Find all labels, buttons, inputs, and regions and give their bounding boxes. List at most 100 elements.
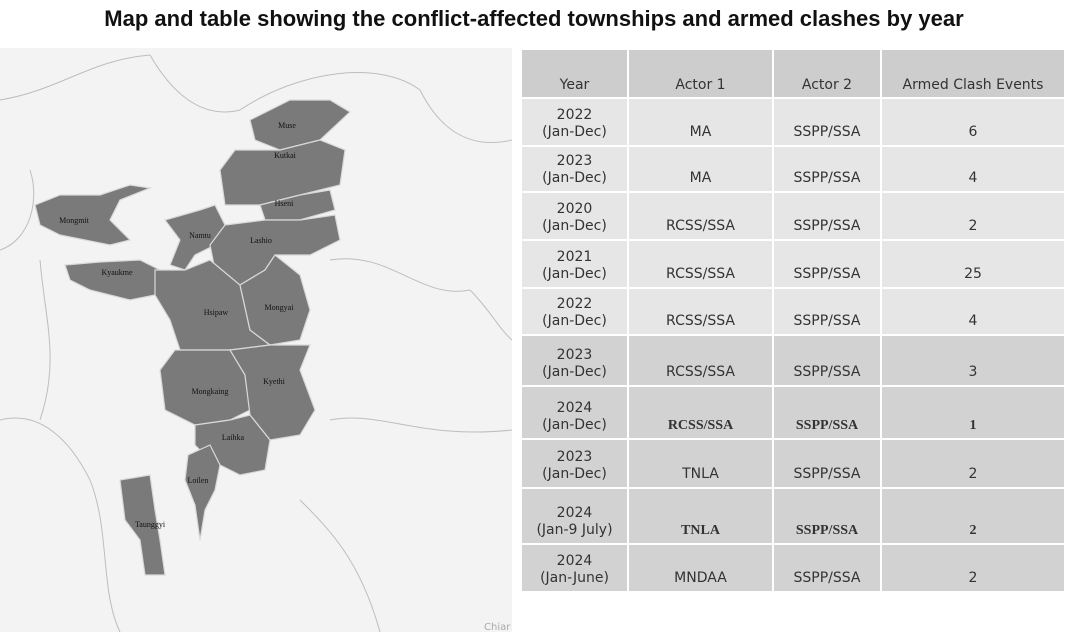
year-cell: 2023 (Jan-Dec) <box>520 334 629 387</box>
table-row: 2023 (Jan-Dec) TNLA SSPP/SSA 2 <box>520 438 1066 489</box>
period: (Jan-Dec) <box>542 170 607 186</box>
period: (Jan-Dec) <box>542 417 607 433</box>
table-body: 2022 (Jan-Dec) MA SSPP/SSA 6 2023 (Jan-Dec) MA S… <box>520 97 1066 593</box>
map-boundaries <box>0 54 512 632</box>
year-cell: 2024 (Jan-June) <box>520 543 629 593</box>
table-row: 2024 (Jan-9 July) TNLA SSPP/SSA 2 <box>520 487 1066 545</box>
year-cell: 2023 (Jan-Dec) <box>520 438 629 489</box>
period: (Jan-Dec) <box>542 218 607 234</box>
actor1-cell: TNLA <box>627 487 774 545</box>
period: (Jan-Dec) <box>542 266 607 282</box>
map-attribution: Chiar <box>484 622 511 632</box>
year: 2020 <box>556 201 593 217</box>
period: (Jan-9 July) <box>536 522 613 538</box>
township-label: Hsipaw <box>204 308 229 317</box>
year-cell: 2020 (Jan-Dec) <box>520 191 629 241</box>
table-row: 2022 (Jan-Dec) RCSS/SSA SSPP/SSA 4 <box>520 287 1066 336</box>
header-row: Year Actor 1 Actor 2 Armed Clash Events <box>520 48 1066 99</box>
actor2-cell: SSPP/SSA <box>772 438 882 489</box>
township <box>163 204 226 271</box>
period: (Jan-Dec) <box>542 364 607 380</box>
events-cell: 4 <box>880 145 1066 193</box>
table-row: 2020 (Jan-Dec) RCSS/SSA SSPP/SSA 2 <box>520 191 1066 241</box>
township-label: Kyaukme <box>101 268 133 277</box>
table-row: 2023 (Jan-Dec) MA SSPP/SSA 4 <box>520 145 1066 193</box>
township <box>119 474 166 576</box>
events-cell: 2 <box>880 543 1066 593</box>
year: 2022 <box>556 296 593 312</box>
year: 2023 <box>556 347 593 363</box>
table-row: 2021 (Jan-Dec) RCSS/SSA SSPP/SSA 25 <box>520 239 1066 289</box>
actor2-cell: SSPP/SSA <box>772 487 882 545</box>
actor1-cell: MNDAA <box>627 543 774 593</box>
year-cell: 2022 (Jan-Dec) <box>520 287 629 336</box>
header-cell: Armed Clash Events <box>880 48 1066 99</box>
township-label: Laihka <box>222 433 245 442</box>
actor1-cell: RCSS/SSA <box>627 334 774 387</box>
actor1-cell: MA <box>627 145 774 193</box>
actor1-cell: TNLA <box>627 438 774 489</box>
township-label: Lashio <box>250 236 272 245</box>
actor2-cell: SSPP/SSA <box>772 385 882 440</box>
actor1-cell: RCSS/SSA <box>627 287 774 336</box>
township-label: Loilen <box>188 476 209 485</box>
period: (Jan-June) <box>540 570 609 586</box>
township-label: Kyethi <box>263 377 286 386</box>
events-cell: 3 <box>880 334 1066 387</box>
actor2-cell: SSPP/SSA <box>772 543 882 593</box>
township <box>184 444 221 541</box>
header-cell: Year <box>520 48 629 99</box>
year: 2024 <box>556 553 593 569</box>
township-label: Mongmit <box>59 216 90 225</box>
clash-table: Year Actor 1 Actor 2 Armed Clash Events 202… <box>520 48 1066 593</box>
events-cell: 2 <box>880 191 1066 241</box>
actor2-cell: SSPP/SSA <box>772 191 882 241</box>
township <box>219 139 346 206</box>
year-cell: 2021 (Jan-Dec) <box>520 239 629 289</box>
township-label: Kutkai <box>274 151 297 160</box>
township-label: Hseni <box>275 199 294 208</box>
events-cell: 25 <box>880 239 1066 289</box>
period: (Jan-Dec) <box>542 466 607 482</box>
year-cell: 2024 (Jan-Dec) <box>520 385 629 440</box>
events-cell: 6 <box>880 97 1066 147</box>
actor2-cell: SSPP/SSA <box>772 334 882 387</box>
townships <box>34 99 351 576</box>
year: 2024 <box>556 505 593 521</box>
year: 2023 <box>556 449 593 465</box>
events-cell: 2 <box>880 487 1066 545</box>
township-labels: Muse Kutkai Hseni Mongmit Namtu Lashio K… <box>59 121 297 529</box>
year-cell: 2024 (Jan-9 July) <box>520 487 629 545</box>
year: 2023 <box>556 153 593 169</box>
actor1-cell: RCSS/SSA <box>627 385 774 440</box>
actor2-cell: SSPP/SSA <box>772 239 882 289</box>
table-row: 2022 (Jan-Dec) MA SSPP/SSA 6 <box>520 97 1066 147</box>
year: 2021 <box>556 249 593 265</box>
table-row: 2023 (Jan-Dec) RCSS/SSA SSPP/SSA 3 <box>520 334 1066 387</box>
township-label: Mongyai <box>265 303 295 312</box>
township-label: Mongkaing <box>192 387 229 396</box>
township <box>34 184 153 246</box>
year-cell: 2022 (Jan-Dec) <box>520 97 629 147</box>
actor1-cell: MA <box>627 97 774 147</box>
header-cell: Actor 2 <box>772 48 882 99</box>
events-cell: 2 <box>880 438 1066 489</box>
township <box>249 99 351 151</box>
actor1-cell: RCSS/SSA <box>627 191 774 241</box>
township-label: Taunggyi <box>135 520 166 529</box>
year: 2022 <box>556 107 593 123</box>
township <box>239 254 311 346</box>
header-cell: Actor 1 <box>627 48 774 99</box>
actor2-cell: SSPP/SSA <box>772 97 882 147</box>
events-cell: 4 <box>880 287 1066 336</box>
title: Map and table showing the conflict-affec… <box>104 6 964 31</box>
map: Muse Kutkai Hseni Mongmit Namtu Lashio K… <box>0 48 512 632</box>
table-row: 2024 (Jan-Dec) RCSS/SSA SSPP/SSA 1 <box>520 385 1066 440</box>
events-cell: 1 <box>880 385 1066 440</box>
year: 2024 <box>556 400 593 416</box>
period: (Jan-Dec) <box>542 313 607 329</box>
table-row: 2024 (Jan-June) MNDAA SSPP/SSA 2 <box>520 543 1066 593</box>
year-cell: 2023 (Jan-Dec) <box>520 145 629 193</box>
actor2-cell: SSPP/SSA <box>772 145 882 193</box>
